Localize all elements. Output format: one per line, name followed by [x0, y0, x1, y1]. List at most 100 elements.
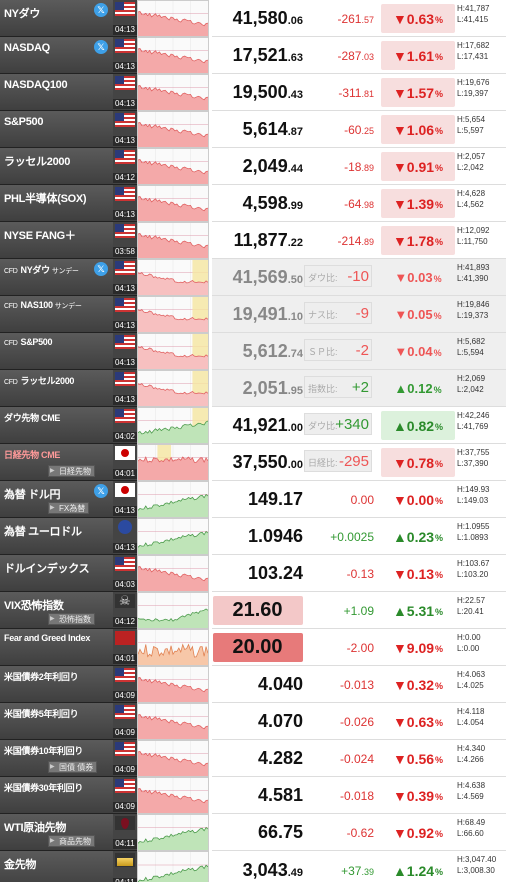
instrument-name-cell[interactable]: 為替 ドル円 𝕏 FX為替 [0, 481, 113, 518]
sparkline-chart[interactable] [137, 814, 209, 851]
table-row[interactable]: CFD NYダウ サンデー 𝕏 04:13 41,569.50 ダウ比: -10 ▼0.03% H… [0, 259, 506, 296]
price-value: 11,877.22 [212, 222, 304, 259]
instrument-name-cell[interactable]: CFD NAS100 サンデー [0, 296, 113, 333]
sparkline-chart[interactable] [137, 222, 209, 259]
instrument-name-cell[interactable]: 金先物 [0, 851, 113, 882]
table-row[interactable]: CFD ラッセル2000 04:13 2,051.95 指数比: +2 ▲0.12% H:2,… [0, 370, 506, 407]
instrument-name-cell[interactable]: CFD NYダウ サンデー 𝕏 [0, 259, 113, 296]
table-row[interactable]: NASDAQ100 04:13 19,500.43 -311.81 ▼1.57% H:19… [0, 74, 506, 111]
x-share-icon[interactable]: 𝕏 [94, 484, 108, 498]
sparkline-chart[interactable] [137, 703, 209, 740]
sparkline-chart[interactable] [137, 370, 209, 407]
sparkline-chart[interactable] [137, 37, 209, 74]
table-row[interactable]: 米国債券10年利回り国債 債券04:094.282-0.024▼0.56%H:4… [0, 740, 506, 777]
table-row[interactable]: 為替 ユーロドル 04:13 1.0946 +0.0025 ▲0.23% H:1.0955… [0, 518, 506, 555]
table-row[interactable]: Fear and Greed Index 04:01 20.00 -2.00 ▼9.09… [0, 629, 506, 666]
chart-line [138, 643, 208, 658]
category-link[interactable]: 日経先物 [48, 465, 95, 477]
table-row[interactable]: NASDAQ 𝕏 04:13 17,521.63 -287.03 ▼1.61% H:17,6… [0, 37, 506, 74]
sparkline-chart[interactable] [137, 851, 209, 882]
sparkline-chart[interactable] [137, 296, 209, 333]
update-time: 04:13 [113, 543, 137, 553]
high-value: H:4.340 [457, 744, 486, 753]
table-row[interactable]: NYSE FANG＋ 03:58 11,877.22 -214.89 ▼1.78% H:1… [0, 222, 506, 259]
instrument-name-cell[interactable]: CFD S&P500 [0, 333, 113, 370]
table-row[interactable]: 米国債券30年利回り 04:09 4.581 -0.018 ▼0.39% H:4.638 L… [0, 777, 506, 814]
change-value: -261.57 [304, 0, 376, 37]
instrument-name-cell[interactable]: ダウ先物 CME [0, 407, 113, 444]
sparkline-chart[interactable] [137, 481, 209, 518]
instrument-name-cell[interactable]: 米国債券5年利回り [0, 703, 113, 740]
instrument-name-cell[interactable]: 為替 ユーロドル [0, 518, 113, 555]
table-row[interactable]: ドルインデックス 04:03 103.24 -0.13 ▼0.13% H:103.67 L:… [0, 555, 506, 592]
sparkline-chart[interactable] [137, 555, 209, 592]
sparkline-chart[interactable] [137, 0, 209, 37]
sparkline-chart[interactable] [137, 148, 209, 185]
instrument-name-cell[interactable]: NASDAQ100 [0, 74, 113, 111]
percent-change: ▼1.06% [381, 115, 455, 144]
update-time: 04:11 [113, 839, 137, 849]
table-row[interactable]: VIX恐怖指数恐怖指数04:1221.60+1.09▲5.31%H:22.57L… [0, 592, 506, 629]
table-row[interactable]: 為替 ドル円𝕏FX為替04:13149.170.00▼0.00%H:149.93… [0, 481, 506, 518]
instrument-name-cell[interactable]: NYダウ 𝕏 [0, 0, 113, 37]
sparkline-chart[interactable] [137, 185, 209, 222]
sparkline-chart[interactable] [137, 666, 209, 703]
instrument-name-cell[interactable]: VIX恐怖指数恐怖指数 [0, 592, 113, 629]
instrument-name-text: ラッセル2000 [20, 376, 75, 386]
sparkline-chart[interactable] [137, 592, 209, 629]
instrument-name-cell[interactable]: WTI原油先物商品先物 [0, 814, 113, 851]
percent-change: ▼9.09% [381, 633, 455, 662]
table-row[interactable]: NYダウ 𝕏 04:13 41,580.06 -261.57 ▼0.63% H:41,787… [0, 0, 506, 37]
sparkline-chart[interactable] [137, 111, 209, 148]
sparkline-chart[interactable] [137, 777, 209, 814]
category-link[interactable]: 恐怖指数 [48, 613, 95, 625]
sparkline-chart[interactable] [137, 444, 209, 481]
instrument-name-cell[interactable]: ラッセル2000 [0, 148, 113, 185]
table-row[interactable]: PHL半導体(SOX) 04:13 4,598.99 -64.98 ▼1.39% H:4,… [0, 185, 506, 222]
table-row[interactable]: 金先物04:113,043.49+37.39▲1.24%H:3,047.40L:… [0, 851, 506, 882]
x-share-icon[interactable]: 𝕏 [94, 40, 108, 54]
price-integer: 5,614 [242, 119, 288, 139]
sparkline-chart[interactable] [137, 629, 209, 666]
row-background [212, 37, 506, 74]
diff-value: +2 [351, 379, 369, 396]
high-low: H:19,846 L:19,373 [457, 296, 506, 333]
instrument-name-cell[interactable]: NYSE FANG＋ [0, 222, 113, 259]
x-share-icon[interactable]: 𝕏 [94, 3, 108, 17]
category-link[interactable]: 国債 債券 [48, 761, 98, 773]
sparkline-chart[interactable] [137, 333, 209, 370]
change-decimal: .39 [361, 867, 374, 877]
table-row[interactable]: 米国債券5年利回り 04:09 4.070 -0.026 ▼0.63% H:4.118 L:… [0, 703, 506, 740]
table-row[interactable]: S&P500 04:13 5,614.87 -60.25 ▼1.06% H:5,654 L:… [0, 111, 506, 148]
high-low: H:1.0955 L:1.0893 [457, 518, 506, 555]
category-link[interactable]: 商品先物 [48, 835, 95, 847]
instrument-name-cell[interactable]: PHL半導体(SOX) [0, 185, 113, 222]
sparkline-chart[interactable] [137, 259, 209, 296]
table-row[interactable]: CFD NAS100 サンデー 04:13 19,491.10 ナス比: -9 ▼0.05% H… [0, 296, 506, 333]
instrument-name-cell[interactable]: 米国債券2年利回り [0, 666, 113, 703]
sparkline-chart[interactable] [137, 74, 209, 111]
table-row[interactable]: 米国債券2年利回り 04:09 4.040 -0.013 ▼0.32% H:4.063 L:… [0, 666, 506, 703]
sparkline-chart[interactable] [137, 518, 209, 555]
instrument-name-cell[interactable]: CFD ラッセル2000 [0, 370, 113, 407]
table-row[interactable]: 日経先物 CME日経先物04:0137,550.00日経比:-295▼0.78%… [0, 444, 506, 481]
instrument-name-cell[interactable]: 日経先物 CME 日経先物 [0, 444, 113, 481]
diff-label: ダウ比: [308, 421, 338, 431]
instrument-name-cell[interactable]: ドルインデックス [0, 555, 113, 592]
price-integer: 21.60 [232, 599, 283, 621]
instrument-name-cell[interactable]: NASDAQ 𝕏 [0, 37, 113, 74]
category-link[interactable]: FX為替 [48, 502, 90, 514]
sparkline-chart[interactable] [137, 407, 209, 444]
table-row[interactable]: ダウ先物 CME 04:02 41,921.00 ダウ比: +340 ▲0.82% H:42… [0, 407, 506, 444]
sparkline-chart[interactable] [137, 740, 209, 777]
instrument-name-cell[interactable]: 米国債券30年利回り [0, 777, 113, 814]
x-share-icon[interactable]: 𝕏 [94, 262, 108, 276]
high-low: H:41,787 L:41,415 [457, 0, 506, 37]
table-row[interactable]: CFD S&P500 04:13 5,612.74 ＳＰ比: -2 ▼0.04% H:5,68… [0, 333, 506, 370]
instrument-name-cell[interactable]: 米国債券10年利回り国債 債券 [0, 740, 113, 777]
instrument-name-cell[interactable]: S&P500 [0, 111, 113, 148]
percent-change: ▼0.63% [381, 707, 455, 736]
instrument-name-cell[interactable]: Fear and Greed Index [0, 629, 113, 666]
table-row[interactable]: ラッセル2000 04:12 2,049.44 -18.89 ▼0.91% H:2,057… [0, 148, 506, 185]
table-row[interactable]: WTI原油先物商品先物04:1166.75-0.62▼0.92%H:68.49L… [0, 814, 506, 851]
